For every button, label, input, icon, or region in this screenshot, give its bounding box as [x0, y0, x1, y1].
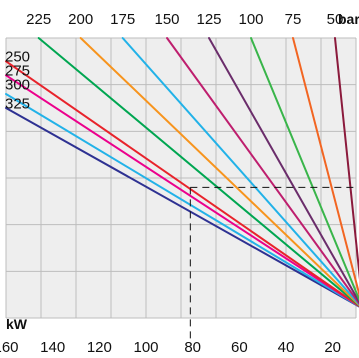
grid — [5, 37, 357, 319]
y-axis-label: kW — [6, 316, 28, 332]
series-line-6 — [79, 37, 359, 307]
series-line-11 — [292, 37, 359, 298]
series-line-2 — [5, 93, 359, 308]
x-tick-label: 80 — [184, 339, 201, 356]
x-tick-label: 100 — [133, 339, 158, 356]
x-tick-label: 60 — [231, 339, 248, 356]
series-line-5 — [37, 37, 359, 307]
top-tick-label: 225 — [26, 11, 51, 28]
guide-lines — [189, 186, 356, 340]
series-line-1 — [5, 107, 359, 308]
left-tick-label: 275 — [5, 63, 30, 80]
x-tick-label: 20 — [324, 339, 341, 356]
top-tick-label: 175 — [110, 11, 135, 28]
x-tick-label: 160 — [0, 339, 19, 356]
top-tick-labels: 225 200 175 150 125 100 75 50 — [26, 11, 343, 28]
x-tick-label: 140 — [40, 339, 65, 356]
x-tick-labels: 160 140 120 100 80 60 40 20 — [0, 339, 341, 356]
top-tick-label: 50 — [327, 11, 344, 28]
series-line-9 — [208, 37, 359, 304]
top-tick-label: 200 — [68, 11, 93, 28]
x-tick-label: 40 — [278, 339, 295, 356]
top-tick-label: 100 — [238, 11, 263, 28]
x-tick-label: 120 — [87, 339, 112, 356]
top-tick-label: 75 — [285, 11, 302, 28]
left-tick-label: 300 — [5, 77, 30, 94]
left-tick-label: 250 — [5, 49, 30, 66]
series-lines — [5, 37, 359, 308]
top-tick-label: 125 — [196, 11, 221, 28]
series-line-8 — [166, 37, 359, 305]
top-unit-label: bar — [338, 11, 359, 27]
series-line-4 — [5, 60, 359, 308]
top-tick-label: 150 — [154, 11, 179, 28]
series-line-12 — [334, 37, 359, 280]
series-line-3 — [5, 74, 359, 308]
left-tick-label: 325 — [5, 95, 30, 112]
series-line-10 — [250, 37, 359, 302]
series-line-7 — [121, 37, 359, 306]
